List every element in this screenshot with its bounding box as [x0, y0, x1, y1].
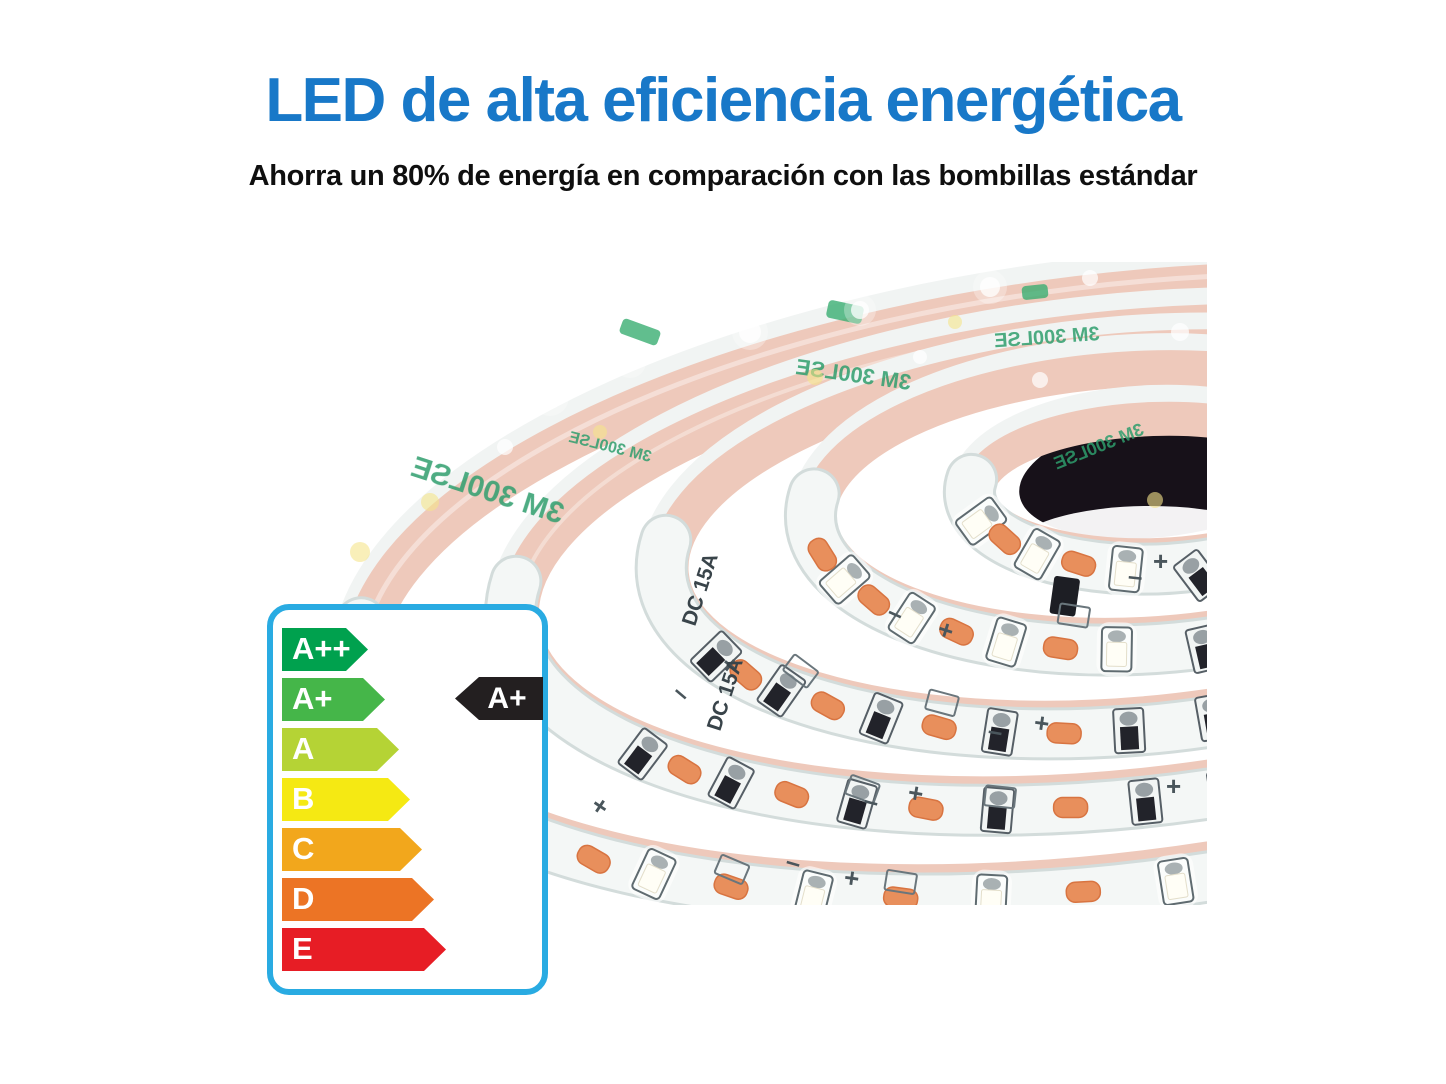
energy-rating-label: A	[292, 731, 315, 766]
energy-rating-row-e: E	[282, 928, 446, 971]
svg-text:–: –	[667, 677, 697, 709]
strip-front-band	[784, 467, 1207, 678]
bokeh-highlights-warm	[350, 315, 1163, 562]
bokeh-highlights	[497, 270, 1189, 455]
svg-text:+: +	[1032, 707, 1051, 739]
energy-rating-label: B	[292, 781, 315, 816]
svg-text:+: +	[586, 789, 615, 822]
energy-rating-row-b: B	[282, 778, 410, 821]
energy-rating-row-a-plus: A+	[282, 678, 385, 721]
energy-rating-row-d: D	[282, 878, 434, 921]
energy-rating-label: A++	[292, 631, 351, 666]
energy-label: A++ A+ A B C D E A+	[267, 604, 548, 995]
energy-rating-row-c: C	[282, 828, 422, 871]
rating-badge: A+	[455, 677, 543, 720]
page-subtitle: Ahorra un 80% de energía en comparación …	[248, 160, 1198, 192]
page-title: LED de alta eficiencia energética	[265, 66, 1182, 135]
svg-text:+: +	[906, 777, 926, 809]
svg-text:–: –	[861, 785, 882, 818]
energy-rating-row-a: A	[282, 728, 399, 771]
energy-rating-label: A+	[292, 681, 333, 716]
strip-front-band	[634, 513, 1207, 761]
energy-rating-row-a-plus-plus: A++	[282, 628, 368, 671]
svg-text:+: +	[1166, 771, 1181, 801]
energy-rating-label: D	[292, 881, 315, 916]
strip-front-band	[942, 452, 1207, 617]
energy-rating-label: C	[292, 831, 315, 866]
svg-text:–: –	[986, 715, 1005, 747]
svg-text:+: +	[842, 862, 861, 894]
svg-text:–: –	[1127, 560, 1145, 591]
svg-text:+: +	[1153, 546, 1168, 576]
energy-rating-label: E	[292, 931, 313, 966]
